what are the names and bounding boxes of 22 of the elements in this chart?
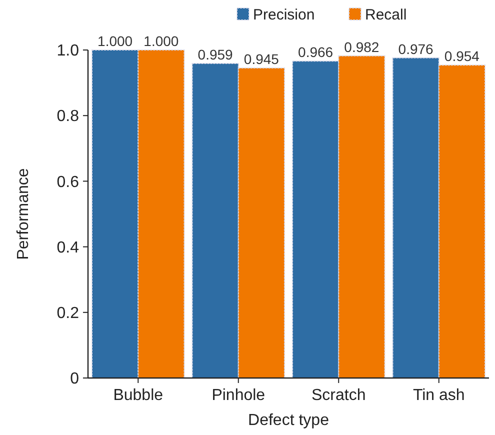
x-tick-label: Tin ash [412,387,465,404]
data-label: 0.954 [444,48,480,64]
data-label: 0.976 [398,40,434,57]
y-tick-label: 0.4 [56,239,80,256]
data-label: 0.945 [244,51,280,68]
data-label: 1.000 [98,33,133,49]
y-tick-label: 0.8 [56,108,80,126]
data-label: 0.966 [298,44,334,60]
y-tick-label: 0.2 [56,305,80,322]
x-tick-label: Bubble [113,387,164,404]
x-tick-label: Scratch [312,387,366,404]
data-label: 0.982 [344,38,380,55]
y-tick-label: 0.6 [56,174,80,191]
x-tick-label: Pinhole [212,387,266,404]
data-label: 0.959 [198,46,234,62]
data-label: 1.000 [144,33,179,49]
y-axis-title: Performance [15,168,32,260]
y-tick-label: 1.0 [56,42,80,60]
y-tick-label: 0 [70,370,80,388]
legend-label: Precision [253,6,315,24]
x-axis-title: Defect type [248,412,330,429]
legend-label: Recall [365,6,407,24]
